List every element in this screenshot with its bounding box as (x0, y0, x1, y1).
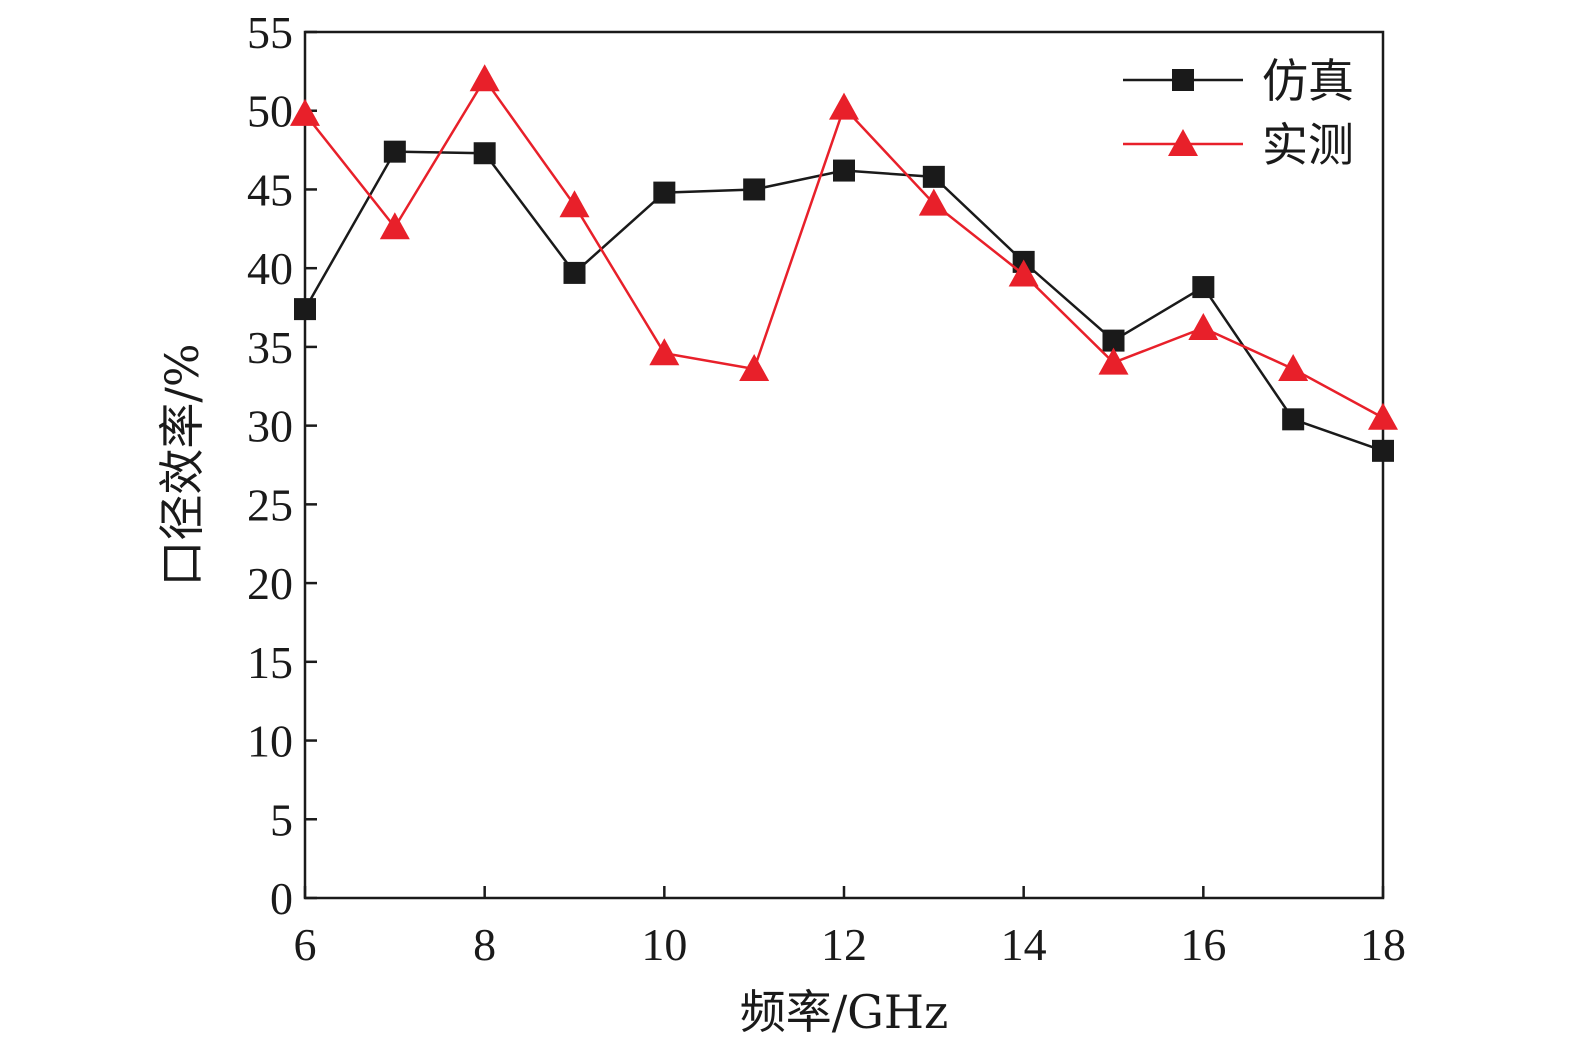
y-tick-label: 30 (247, 401, 293, 452)
series-2-point (918, 188, 949, 216)
x-tick-label: 8 (473, 919, 496, 970)
series-1-point (294, 298, 316, 321)
legend-item-1: 仿真 (1123, 54, 1354, 108)
series-1-point (383, 140, 406, 163)
y-tick-label: 0 (270, 873, 293, 924)
series-1-point (653, 181, 676, 204)
y-tick-label: 35 (247, 322, 293, 373)
x-tick-label: 6 (294, 919, 317, 970)
y-tick-label: 40 (247, 243, 293, 294)
legend-square-marker (1172, 69, 1194, 91)
series-1-point (1102, 329, 1125, 352)
series-2-point (1368, 402, 1398, 430)
y-tick-label: 20 (247, 558, 293, 609)
series-1-point (833, 159, 855, 182)
y-axis-title: 口径效率/% (155, 343, 209, 586)
series-1-point (473, 142, 496, 165)
series-layer (290, 64, 1398, 462)
series-2-line (304, 76, 1384, 419)
x-tick-label: 12 (821, 919, 867, 970)
series-1-point (1192, 276, 1215, 299)
legend-triangle-marker (1168, 129, 1198, 156)
y-tick-label: 45 (247, 164, 293, 215)
y-tick-label: 10 (247, 716, 293, 767)
legend-item-2: 实测 (1123, 118, 1354, 172)
series-2-point (559, 190, 590, 218)
y-tick-label: 5 (270, 794, 293, 845)
series-2-point (1098, 347, 1129, 375)
ticks: 0 5 10 15 20 25 30 35 40 45 50 55 6 8 10 12 14 16 18 (247, 7, 1406, 970)
y-tick-label: 25 (247, 479, 293, 530)
series-2-point (1278, 353, 1309, 381)
x-tick-label: 16 (1180, 919, 1226, 970)
y-tick-label: 15 (247, 637, 293, 688)
x-tick-label: 10 (641, 919, 687, 970)
y-tick-label: 55 (247, 7, 293, 58)
legend-label: 仿真 (1262, 54, 1354, 108)
x-tick-label: 18 (1360, 919, 1406, 970)
series-2-point (1188, 313, 1219, 341)
series-2-point (1008, 259, 1039, 287)
series-2-point (290, 98, 320, 126)
series-2-point (469, 64, 500, 92)
y-tick-label: 50 (247, 86, 293, 137)
x-axis-title: 频率/GHz (740, 985, 949, 1039)
series-2-point (829, 92, 859, 120)
series-2-point (379, 212, 410, 240)
series-1-point (743, 178, 766, 201)
series-1-point (1282, 408, 1305, 431)
series-2-point (649, 338, 680, 366)
legend-label: 实测 (1262, 118, 1354, 172)
series-1-line (303, 150, 1384, 453)
series-1 (294, 140, 1394, 462)
series-1-point (563, 261, 586, 284)
series-2 (290, 64, 1398, 430)
series-1-point (922, 165, 945, 188)
x-tick-label: 14 (1001, 919, 1047, 970)
series-1-point (1372, 439, 1394, 462)
series-2-point (739, 353, 770, 381)
